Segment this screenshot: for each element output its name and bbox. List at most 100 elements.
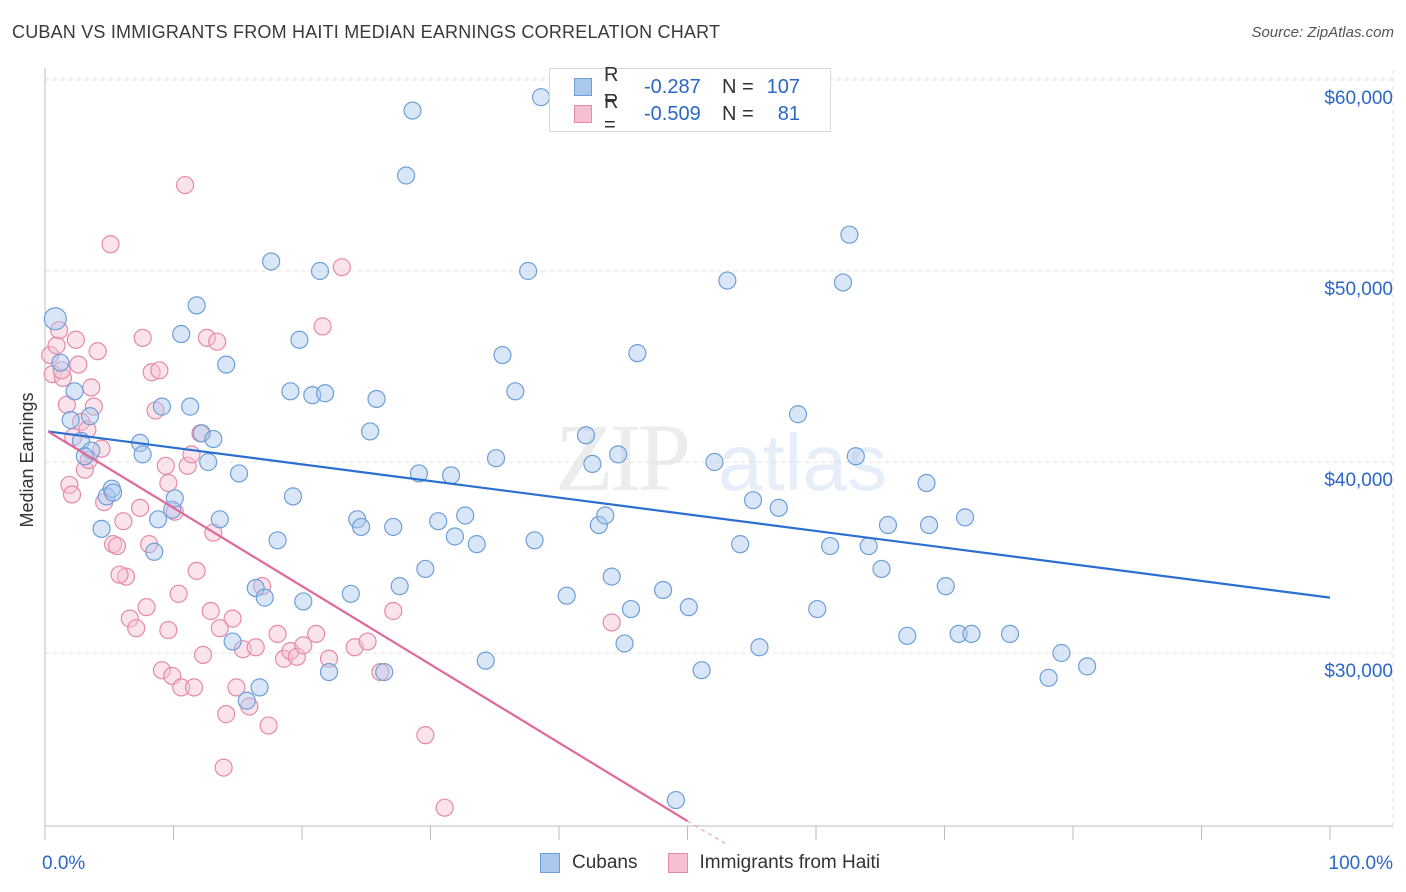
haiti-point [223, 609, 242, 628]
cuban-point [557, 586, 576, 605]
cuban-point [204, 429, 223, 449]
cuban-point [486, 449, 506, 468]
haiti-point [197, 328, 217, 347]
cuban-point [1078, 657, 1097, 676]
haiti-point [313, 317, 332, 336]
stats-legend: R = -0.287 N = 107 R = -0.509 N = 81 [549, 64, 831, 136]
haiti-point [52, 361, 71, 380]
cuban-point [898, 626, 917, 645]
haiti-point [107, 536, 127, 556]
cuban-point [628, 344, 647, 363]
cuban-point [718, 271, 737, 290]
haiti-point [84, 397, 103, 416]
haiti-point [152, 661, 172, 680]
cuban-point [384, 517, 403, 537]
cuban-point [172, 324, 191, 344]
cuban-point [250, 678, 269, 697]
haiti-point [101, 235, 120, 254]
cuban-point [750, 638, 769, 657]
n-value: 81 [777, 102, 800, 125]
haiti-point [133, 328, 152, 347]
cuban-point [583, 454, 602, 474]
cuban-point [145, 542, 164, 561]
legend-row-haiti: R = -0.509 N = 81 [574, 91, 800, 136]
cuban-point [1039, 668, 1058, 687]
r-value: -0.287 [644, 75, 701, 98]
cuban-point [679, 598, 698, 617]
haiti-point [69, 355, 88, 374]
cuban-point [352, 517, 371, 537]
haiti-point [150, 361, 169, 380]
haiti-point [66, 330, 85, 349]
cuban-point [367, 389, 386, 409]
haiti-point [184, 678, 204, 697]
y-tick-label: $60,000 [1324, 88, 1393, 109]
cuban-point [596, 506, 615, 525]
n-value: 107 [766, 75, 800, 98]
cuban-point [476, 651, 495, 670]
cuban-point [653, 580, 673, 600]
haiti-point [156, 456, 175, 475]
haiti-point [116, 567, 136, 586]
haiti-point [227, 678, 246, 697]
cuban-point [731, 535, 750, 554]
haiti-point [120, 609, 139, 628]
haiti-trend-line [47, 430, 689, 823]
cuban-point [192, 424, 211, 443]
cuban-point [65, 382, 84, 401]
cuban-point [769, 498, 788, 517]
haiti-point [169, 584, 188, 603]
cuban-point [519, 261, 538, 281]
cuban-point [949, 624, 968, 644]
cuban-point [217, 355, 236, 374]
haiti-point [358, 632, 377, 651]
cuban-point [1000, 624, 1020, 644]
cuban-point [1052, 643, 1071, 663]
cuban-point [375, 662, 394, 682]
legend-item-cubans: Cubans [540, 852, 638, 874]
cuban-point [403, 101, 422, 120]
cubans-legend-label: Cubans [572, 852, 638, 873]
cuban-point [833, 273, 853, 292]
cuban-point [229, 464, 249, 483]
cuban-point [390, 577, 409, 596]
cuban-point [493, 345, 512, 365]
haiti-legend-label: Immigrants from Haiti [699, 852, 881, 873]
cuban-point [872, 559, 891, 579]
cuban-point [223, 632, 242, 651]
watermark: ZIP atlas [555, 404, 887, 511]
cuban-points [43, 88, 1097, 810]
haiti-point [259, 716, 278, 735]
haiti-point [435, 798, 454, 817]
cuban-point [268, 531, 287, 550]
cuban-point [237, 691, 256, 710]
haiti-point [165, 502, 184, 521]
haiti-point [62, 485, 82, 504]
cuban-point [846, 447, 865, 466]
cuban-point [199, 452, 218, 472]
haiti-point [201, 601, 220, 621]
cuban-point [262, 252, 281, 271]
haiti-point [416, 726, 435, 745]
haiti-point [217, 705, 236, 724]
haiti-trend-extension [687, 820, 727, 845]
cuban-point [187, 296, 206, 315]
cuban-point [441, 466, 461, 485]
haiti-legend-swatch [667, 853, 688, 873]
haiti-point [82, 378, 101, 397]
cuban-point [255, 588, 274, 607]
cuban-point [878, 515, 898, 535]
haiti-point [75, 460, 94, 479]
cubans-swatch [574, 78, 592, 96]
cuban-point [290, 330, 309, 349]
cuban-point [316, 384, 335, 403]
haiti-point [307, 624, 326, 644]
cuban-point [743, 491, 763, 510]
cuban-point [666, 790, 686, 810]
cubans-legend-swatch [540, 853, 560, 873]
cuban-point [705, 452, 724, 472]
haiti-point [187, 561, 206, 580]
haiti-point [332, 258, 351, 277]
cuban-point [456, 506, 475, 525]
